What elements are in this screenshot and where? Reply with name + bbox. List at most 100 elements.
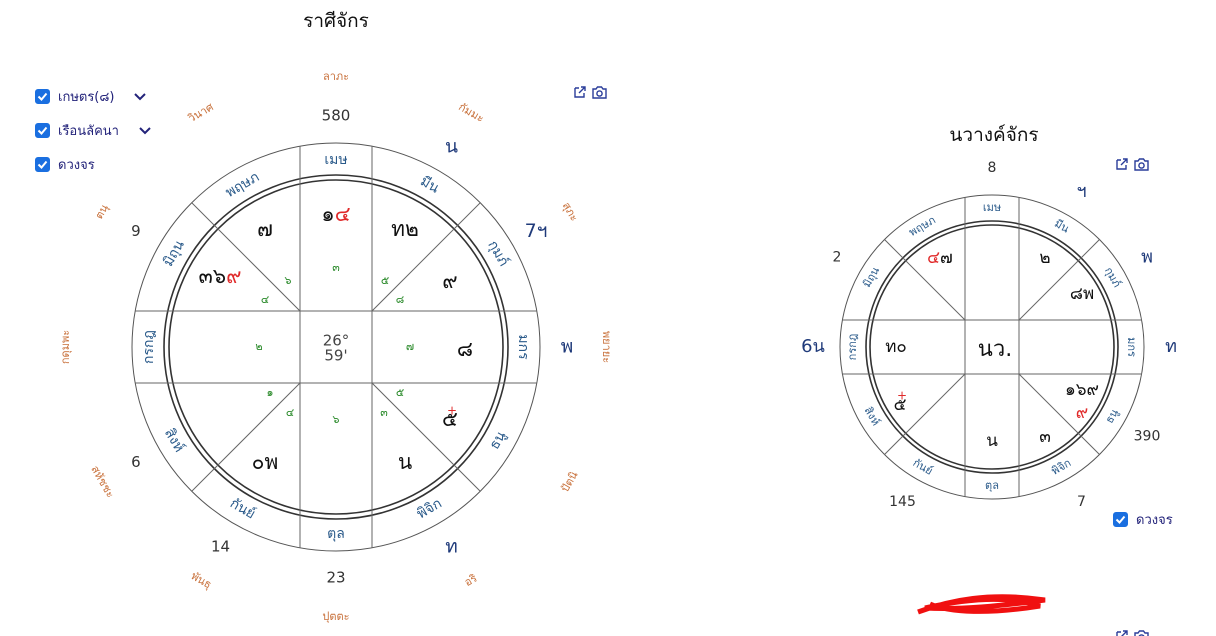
sign-label: เมษ — [983, 201, 1001, 214]
cell-part: ๙ — [442, 269, 457, 293]
house-label: พันธุ — [189, 569, 214, 591]
cell-part: ๔ — [927, 248, 940, 268]
chart-title: ราศีจักร — [303, 10, 369, 32]
sign-label: มกร — [1125, 337, 1138, 357]
cell-text: ๕ — [894, 395, 907, 415]
checkbox-row[interactable]: เกษตร(๘) — [35, 86, 147, 107]
camera-icon[interactable] — [592, 86, 607, 99]
cell-part: ๙ — [226, 264, 241, 288]
divider-line — [191, 202, 301, 312]
center-degree: 26° — [323, 332, 350, 350]
cell-text: ๙ — [442, 269, 457, 293]
house-label: กัมมะ — [456, 100, 486, 125]
small-number: ๑ — [267, 386, 274, 399]
inner-ring — [163, 174, 509, 520]
inner-ring — [168, 179, 504, 515]
outer-label: 8 — [988, 160, 997, 176]
checkbox[interactable] — [1113, 512, 1128, 527]
outer-label: 7ฯ — [525, 220, 548, 242]
toolbar-icons — [1116, 630, 1149, 636]
small-number: ๘ — [396, 293, 405, 306]
checkbox[interactable] — [35, 157, 50, 172]
small-number: ๕ — [396, 386, 404, 399]
camera-icon[interactable] — [1134, 630, 1149, 636]
sign-label: สิงห์ — [861, 404, 882, 428]
cell-text: น — [398, 450, 412, 474]
checkbox[interactable] — [35, 123, 50, 138]
cell-part: นว. — [978, 337, 1012, 362]
cell-part: ท๐ — [885, 337, 907, 357]
open-icon[interactable] — [574, 86, 586, 98]
redaction-scribble — [917, 594, 1046, 615]
open-icon[interactable] — [1116, 158, 1128, 170]
small-number: ๗ — [406, 340, 414, 353]
toolbar-icons — [1116, 158, 1149, 171]
camera-lens — [1138, 162, 1145, 169]
outer-ring — [839, 194, 1145, 500]
house-label: ปุตตะ — [322, 610, 349, 623]
camera-lens — [596, 90, 603, 97]
sign-label: กรกฎ — [846, 334, 859, 361]
sign-label: กุมภ์ — [484, 237, 512, 269]
small-number: ๔ — [261, 293, 269, 306]
outer-ring — [131, 142, 541, 552]
chevron-icon — [139, 126, 151, 134]
cell-mark: + — [447, 404, 457, 418]
house-label: พยายะ — [600, 331, 613, 363]
sign-label: ตุล — [327, 526, 345, 542]
dropdown-chevron[interactable] — [139, 126, 151, 135]
camera-lens — [1138, 634, 1145, 636]
camera-icon[interactable] — [1134, 158, 1149, 171]
cell-part: ๑๖๙ — [1065, 380, 1099, 400]
divider-line — [371, 382, 481, 492]
cell-text: ๓๖๙ — [198, 264, 241, 288]
outer-label: 2 — [833, 250, 842, 266]
divider-line — [884, 239, 966, 321]
cell-text: ๑๔ — [321, 202, 350, 226]
checkbox-row[interactable]: ดวงจร — [1113, 509, 1173, 530]
cell-text: ท๒ — [391, 217, 419, 241]
check-mark — [1115, 515, 1126, 524]
check-mark — [37, 92, 48, 101]
checkbox-row[interactable]: ดวงจร — [35, 154, 95, 175]
cell-text: ๘พ — [1070, 284, 1094, 304]
dropdown-chevron[interactable] — [134, 92, 147, 101]
cell-part: ๗ — [257, 217, 273, 241]
sign-label: มีน — [417, 173, 442, 196]
chart-title: นวางค์จักร — [949, 124, 1039, 146]
outer-label: 6 — [131, 453, 141, 471]
cell-part: ๑ — [321, 202, 334, 226]
small-number: ๔ — [286, 406, 294, 419]
cell-text: ๑๖๙ — [1065, 380, 1099, 400]
cell-part: ๘ — [457, 337, 473, 361]
sign-label: เมษ — [324, 152, 347, 168]
sign-label: พิจิก — [414, 496, 444, 523]
cell-mark: + — [897, 389, 907, 403]
cell-text: ๕ — [442, 407, 458, 431]
divider-line — [884, 373, 966, 455]
outer-label: 23 — [326, 569, 345, 587]
cell-part: น — [986, 431, 998, 451]
small-number: ๖ — [285, 274, 292, 287]
outer-label: พ — [561, 336, 574, 358]
open-icon[interactable] — [1116, 630, 1128, 636]
sign-label: ตุล — [985, 479, 999, 492]
checkbox[interactable] — [35, 89, 50, 104]
cell-text: ๒ — [1039, 248, 1050, 268]
cell-text: นว. — [978, 337, 1012, 362]
checkbox-label: เกษตร(๘) — [58, 90, 115, 105]
divider-line — [1018, 239, 1100, 321]
sign-label: มิถุน — [860, 264, 882, 289]
small-number: ๖ — [333, 413, 340, 426]
house-label: สุภะ — [560, 200, 581, 224]
checkbox-label: เรือนลัคนา — [58, 124, 119, 139]
checkbox-row[interactable]: เรือนลัคนา — [35, 120, 151, 141]
cell-text: ๗ — [257, 217, 273, 241]
cell-part: ๓๖ — [198, 264, 226, 288]
checkbox-label: ดวงจร — [58, 158, 95, 173]
cell-text: ๙ — [1076, 403, 1088, 423]
center-degree: 59' — [324, 347, 347, 365]
